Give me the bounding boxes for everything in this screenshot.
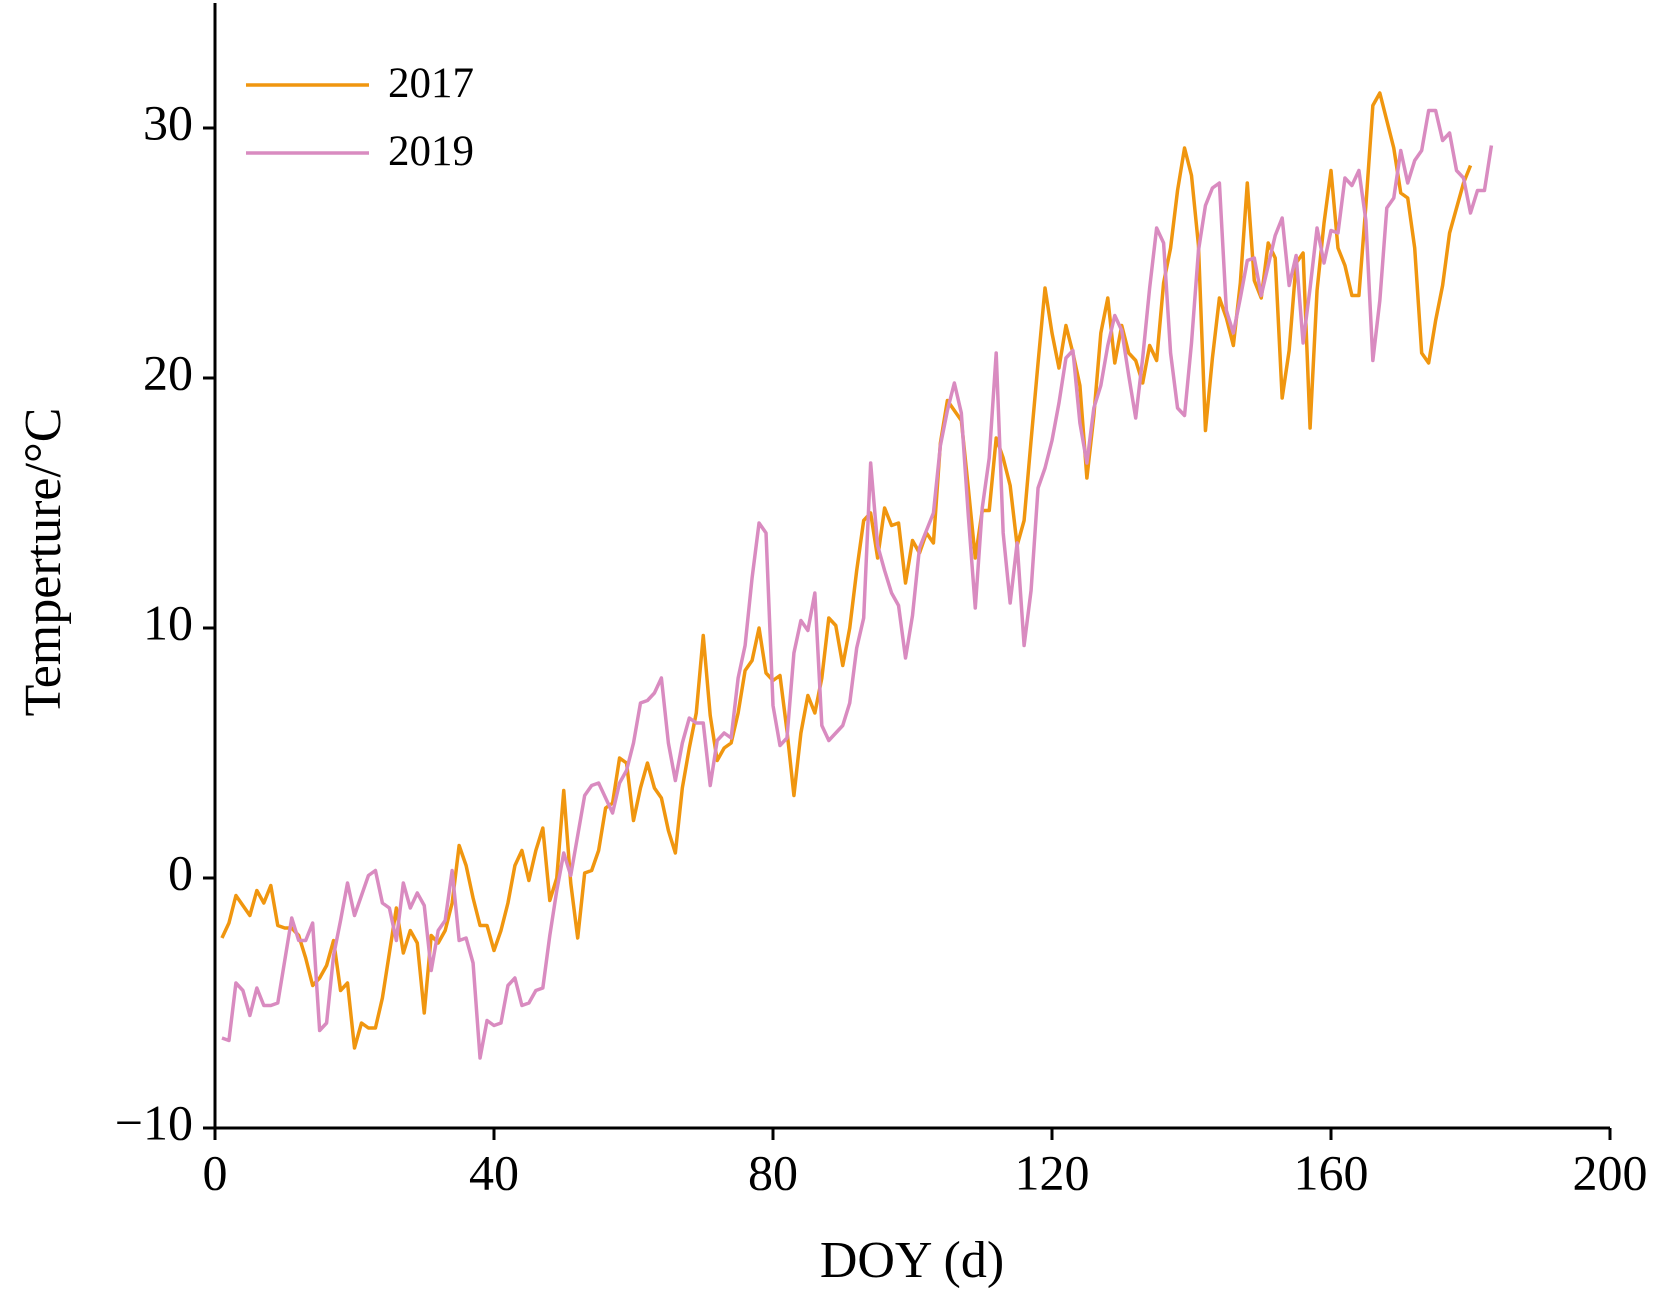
y-tick-label: 20 [143, 344, 193, 400]
y-axis-title: Temperture/°C [15, 408, 72, 717]
x-tick-label: 160 [1294, 1144, 1369, 1200]
y-tick-label: 30 [143, 94, 193, 150]
x-axis-title: DOY (d) [820, 1232, 1004, 1289]
data-line [221, 108, 1494, 1060]
legend-label: 2017 [388, 60, 474, 107]
x-tick-label: 40 [469, 1144, 519, 1200]
y-tick-label: 0 [168, 844, 193, 900]
y-tick-label: −10 [115, 1094, 193, 1150]
x-tick-label: 120 [1015, 1144, 1090, 1200]
legend-label: 2019 [388, 128, 474, 175]
x-tick-label: 80 [748, 1144, 798, 1200]
x-tick-label: 200 [1573, 1144, 1648, 1200]
x-tick-label: 0 [203, 1144, 228, 1200]
y-tick-label: 10 [143, 594, 193, 650]
